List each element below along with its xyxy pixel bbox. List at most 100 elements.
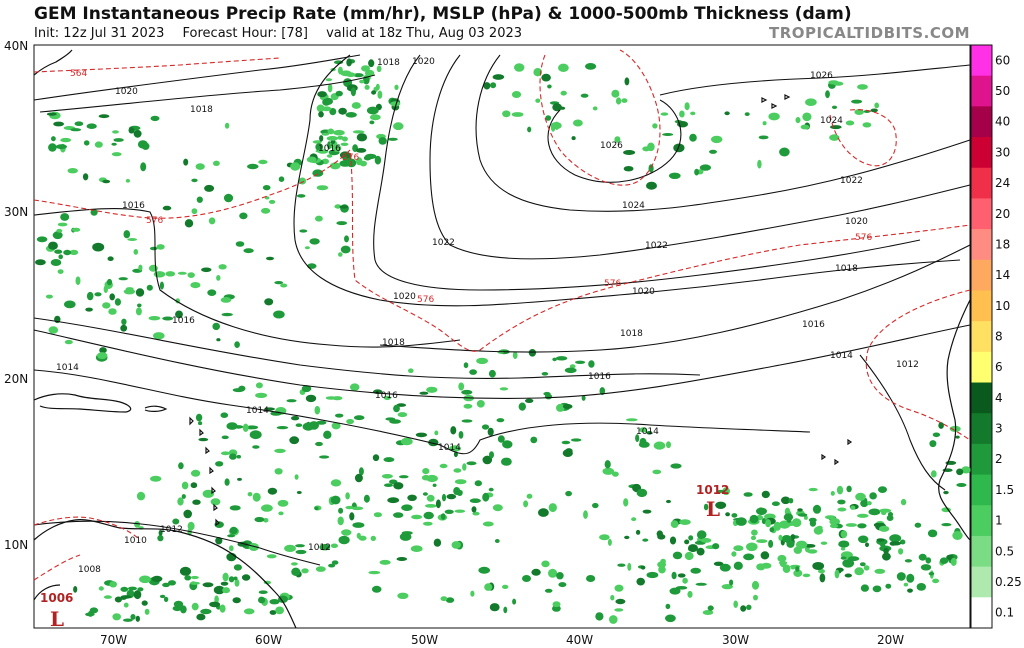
precip-cell xyxy=(707,605,714,611)
precip-cell xyxy=(492,74,505,80)
precip-cell xyxy=(833,81,844,86)
precip-cell xyxy=(228,576,235,583)
colorbar-swatch xyxy=(971,167,992,199)
colorbar-swatch xyxy=(971,351,992,384)
precip-cell xyxy=(163,596,169,603)
precip-cell xyxy=(247,492,253,497)
precip-cell xyxy=(552,103,562,112)
precip-cell xyxy=(607,538,612,546)
precip-cell xyxy=(466,461,477,466)
precip-cell xyxy=(881,510,887,516)
precip-cell xyxy=(721,584,733,590)
precip-cell xyxy=(690,111,696,116)
precip-cell xyxy=(233,564,242,571)
precip-cell xyxy=(387,497,400,504)
precip-cell xyxy=(383,395,391,400)
precip-cell xyxy=(675,586,688,590)
precip-cell xyxy=(939,557,949,564)
precip-cell xyxy=(121,318,127,325)
colorbar-swatch xyxy=(971,198,992,230)
precip-cell xyxy=(612,471,619,477)
precip-cell xyxy=(103,595,112,599)
precip-cell xyxy=(458,382,465,391)
precip-cell xyxy=(57,222,68,227)
precip-cell xyxy=(743,553,755,561)
colorbar-label: 1.5 xyxy=(995,483,1014,497)
precip-cell xyxy=(53,121,64,127)
precip-cell xyxy=(863,565,870,571)
precip-cell xyxy=(807,549,818,554)
precip-cell xyxy=(180,605,187,614)
colorbar-label: 50 xyxy=(995,84,1010,98)
isobar-label: 1014 xyxy=(830,351,853,361)
precip-cell xyxy=(494,539,500,543)
precip-cell xyxy=(128,586,137,591)
precip-cell xyxy=(371,585,382,593)
precip-cell xyxy=(365,69,375,77)
precip-cell xyxy=(189,581,200,585)
precip-cell xyxy=(319,544,331,551)
precip-cell xyxy=(162,205,172,211)
precip-cell xyxy=(323,430,332,439)
longitude-axis: 70W 60W 50W 40W 30W 20W xyxy=(100,633,904,647)
colorbar-label: 14 xyxy=(995,268,1010,282)
precip-cell xyxy=(229,453,237,460)
precip-cell xyxy=(756,539,768,543)
precip-cell xyxy=(229,505,241,511)
precip-cell xyxy=(646,571,659,579)
precip-cell xyxy=(855,492,866,501)
precip-cell xyxy=(315,215,323,222)
precip-cell xyxy=(652,469,662,475)
latitude-axis: 40N 30N 20N 10N xyxy=(4,39,28,552)
colorbar-swatch xyxy=(971,382,992,414)
precip-cell xyxy=(679,110,685,118)
precip-cell xyxy=(665,614,676,623)
precip-cell xyxy=(128,127,135,134)
precip-cell xyxy=(433,538,442,547)
colorbar-swatch xyxy=(971,45,992,77)
precip-cell xyxy=(450,426,457,435)
precip-cell xyxy=(547,84,552,89)
isobar-labels: 1020 1018 1016 1016 1014 1014 1020 1018 … xyxy=(56,57,919,575)
precip-cell xyxy=(204,184,215,192)
precip-cell xyxy=(336,221,348,226)
precip-cell xyxy=(512,598,517,605)
precip-cell xyxy=(321,132,329,136)
precip-cell xyxy=(796,540,808,549)
precip-cell xyxy=(177,497,184,506)
precip-cell xyxy=(390,101,401,107)
precip-cell xyxy=(255,382,263,389)
precip-cell xyxy=(299,229,308,233)
precip-cell xyxy=(753,594,758,601)
precip-cell xyxy=(556,572,564,580)
precip-cell xyxy=(545,115,552,121)
precip-cell xyxy=(381,474,393,479)
precip-cell xyxy=(938,422,944,429)
precip-cell xyxy=(488,369,496,378)
precip-cell xyxy=(317,91,327,98)
colorbar-swatch xyxy=(971,229,992,261)
precip-cell xyxy=(812,504,822,514)
precip-cell xyxy=(399,475,409,479)
precip-cell xyxy=(141,142,150,150)
precip-cell xyxy=(878,486,887,493)
precip-cell xyxy=(221,312,233,317)
precip-cell xyxy=(548,568,558,578)
precip-cell xyxy=(385,417,396,421)
isobar-label: 1018 xyxy=(620,329,643,339)
thickness-label: 576 xyxy=(342,153,359,163)
precip-cell xyxy=(929,440,937,448)
precip-cell xyxy=(410,545,423,552)
precip-cell xyxy=(383,457,395,463)
precip-cell xyxy=(239,212,248,220)
precip-cell xyxy=(120,324,128,332)
colorbar-label: 3 xyxy=(995,422,1003,436)
precip-cell xyxy=(384,483,393,488)
precip-cell xyxy=(344,235,349,243)
forecast-hour: Forecast Hour: [78] xyxy=(182,26,308,41)
precip-cell xyxy=(36,236,48,243)
precip-cell xyxy=(112,613,121,621)
precip-cell xyxy=(120,596,127,600)
precip-cell xyxy=(218,264,227,270)
precip-cell xyxy=(825,90,830,99)
